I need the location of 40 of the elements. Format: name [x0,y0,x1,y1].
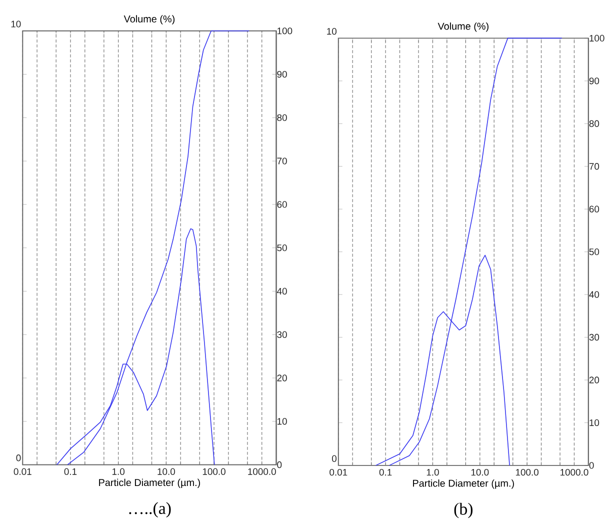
y2-tick-label: 80 [589,120,600,128]
x-tick-label: 100.0 [516,469,538,476]
x-axis-title: Particle Diameter (µm.) [413,480,514,489]
y2-tick-label: 10 [590,420,600,426]
x-tick-label: 0.01 [14,468,32,476]
y2-tick-label: 90 [589,78,600,84]
y2-tick-label: 30 [589,334,600,341]
x-tick-label: 0.1 [64,468,77,476]
y2-tick-label: 60 [589,206,600,213]
y2-tick-label: 40 [589,291,600,298]
x-tick-label: 1000.0 [560,469,588,476]
y2-tick-label: 70 [589,163,600,170]
y2-tick-label: 10 [278,418,287,425]
y2-tick-label: 0 [277,462,282,468]
x-tick-label: 0.1 [379,469,392,476]
chart-title: Volume (%) [438,22,488,32]
text: …..(a) [129,502,171,518]
y2-tick-label: 30 [277,331,287,338]
x-tick-label: 1000.0 [248,468,276,476]
y2-tick-label: 80 [277,114,287,122]
y2-tick-label: 60 [277,201,287,208]
x-tick-label: 10.0 [158,468,175,476]
x-tick-label: 1.0 [112,468,125,476]
x-tick-label: 10.0 [471,469,489,476]
y2-tick-label: 0 [589,462,594,469]
x-tick-label: 0.01 [330,469,348,476]
x-tick-label: 100.0 [202,468,226,476]
y2-tick-label: 20 [277,374,287,382]
y2-tick-label: 50 [277,244,287,252]
y2-tick-label: 40 [277,288,287,295]
y2-tick-label: 100 [278,28,292,34]
y2-tick-label: 50 [589,248,600,256]
x-tick-label: 1.0 [426,469,439,476]
x-axis-title: Particle Diameter (µm.) [99,478,200,488]
text: (b) [454,503,473,518]
y2-tick-label: 20 [589,376,600,384]
y2-tick-label: 70 [277,158,287,165]
y2-tick-label: 100 [590,35,604,42]
y2-tick-label: 90 [277,71,287,78]
chart-title: Volume (%) [124,15,174,25]
